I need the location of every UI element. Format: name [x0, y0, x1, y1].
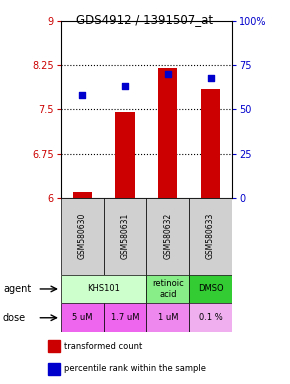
Text: 5 uM: 5 uM: [72, 313, 93, 322]
Bar: [48, 363, 60, 375]
Bar: [61, 303, 104, 332]
Bar: [146, 198, 189, 275]
Bar: [115, 113, 135, 198]
Bar: [104, 303, 146, 332]
Text: GSM580630: GSM580630: [78, 213, 87, 259]
Text: 1 uM: 1 uM: [157, 313, 178, 322]
Text: GDS4912 / 1391507_at: GDS4912 / 1391507_at: [77, 13, 213, 26]
Bar: [189, 303, 232, 332]
Bar: [201, 89, 220, 198]
Text: transformed count: transformed count: [64, 342, 143, 351]
Bar: [146, 303, 189, 332]
Text: 0.1 %: 0.1 %: [199, 313, 222, 322]
Bar: [61, 275, 146, 303]
Text: GSM580633: GSM580633: [206, 213, 215, 259]
Text: GSM580632: GSM580632: [163, 213, 172, 259]
Bar: [73, 192, 92, 198]
Text: retinoic
acid: retinoic acid: [152, 279, 184, 299]
Text: GSM580631: GSM580631: [121, 213, 130, 259]
Bar: [48, 341, 60, 352]
Bar: [146, 275, 189, 303]
Point: [166, 71, 170, 77]
Text: agent: agent: [3, 284, 31, 294]
Point: [123, 83, 127, 89]
Text: percentile rank within the sample: percentile rank within the sample: [64, 364, 206, 374]
Text: DMSO: DMSO: [198, 285, 223, 293]
Bar: [158, 68, 177, 198]
Point: [80, 92, 85, 98]
Bar: [61, 198, 104, 275]
Point: [208, 74, 213, 81]
Text: 1.7 uM: 1.7 uM: [111, 313, 139, 322]
Text: dose: dose: [3, 313, 26, 323]
Bar: [189, 198, 232, 275]
Text: KHS101: KHS101: [87, 285, 120, 293]
Bar: [189, 275, 232, 303]
Bar: [104, 198, 146, 275]
